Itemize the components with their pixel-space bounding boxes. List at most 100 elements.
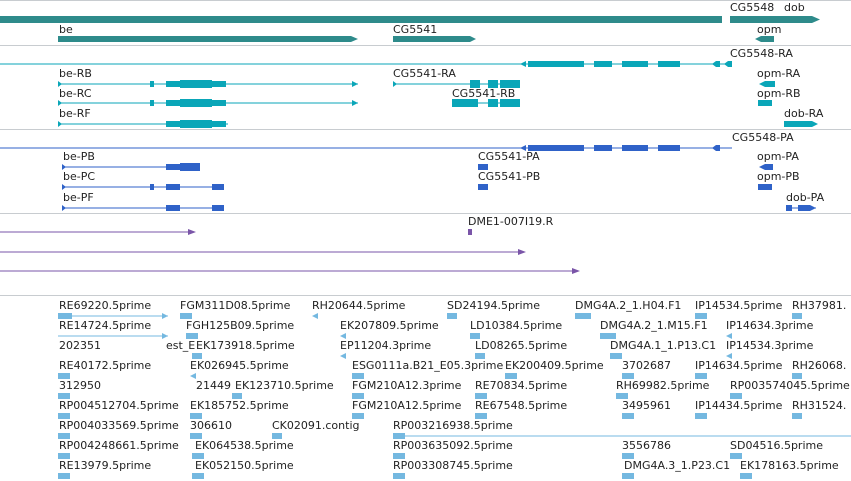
- transcript-label[interactable]: be-PC: [63, 170, 96, 183]
- est-label[interactable]: EK026945.5prime: [190, 359, 289, 372]
- exon[interactable]: [520, 61, 526, 67]
- exon[interactable]: [212, 100, 226, 106]
- est-alignment[interactable]: [58, 453, 70, 459]
- exon[interactable]: [786, 205, 792, 211]
- est-alignment[interactable]: [162, 333, 168, 339]
- exon[interactable]: [712, 61, 720, 67]
- est-alignment[interactable]: [393, 433, 405, 439]
- est-alignment[interactable]: [470, 333, 480, 339]
- exon[interactable]: [500, 99, 520, 107]
- est-alignment[interactable]: [162, 313, 168, 319]
- est-alignment[interactable]: [58, 413, 70, 419]
- gene-glyph[interactable]: [393, 36, 470, 42]
- est-alignment[interactable]: [695, 373, 707, 379]
- gene-glyph[interactable]: [730, 16, 820, 23]
- exon[interactable]: [784, 121, 812, 127]
- transcript-label[interactable]: be-PB: [63, 150, 95, 163]
- exon[interactable]: [658, 61, 680, 67]
- est-label[interactable]: CK02091.contig: [272, 419, 360, 432]
- exon[interactable]: [594, 61, 612, 67]
- est-alignment[interactable]: [192, 473, 204, 479]
- cdna-alignment[interactable]: [468, 229, 472, 235]
- est-label[interactable]: FGM311D08.5prime: [180, 299, 291, 312]
- exon[interactable]: [166, 205, 180, 211]
- exon[interactable]: [622, 61, 648, 67]
- est-alignment[interactable]: [58, 473, 70, 479]
- gene-glyph[interactable]: [755, 36, 761, 42]
- exon[interactable]: [166, 164, 180, 170]
- exon[interactable]: [528, 145, 584, 151]
- est-alignment[interactable]: [622, 413, 634, 419]
- est-alignment[interactable]: [616, 393, 628, 399]
- est-alignment[interactable]: [186, 333, 198, 339]
- exon[interactable]: [180, 163, 200, 171]
- est-alignment[interactable]: [192, 453, 204, 459]
- est-label[interactable]: DMG4A.3_1.P23.C1: [624, 459, 731, 472]
- gene-glyph[interactable]: [58, 36, 351, 42]
- est-label[interactable]: ESG0111a.B21_E05.3prime: [352, 359, 504, 372]
- exon[interactable]: [150, 184, 154, 190]
- gene-label[interactable]: dob: [784, 1, 805, 14]
- est-label[interactable]: 306610: [190, 419, 232, 432]
- est-alignment[interactable]: [352, 373, 364, 379]
- gene-label[interactable]: CG5548: [730, 1, 775, 14]
- est-label[interactable]: IP14434.5prime: [695, 399, 783, 412]
- exon[interactable]: [712, 145, 720, 151]
- exon[interactable]: [150, 100, 154, 106]
- est-alignment[interactable]: [192, 353, 202, 359]
- est-alignment[interactable]: [312, 313, 318, 319]
- est-alignment[interactable]: [190, 413, 202, 419]
- est-alignment[interactable]: [58, 393, 70, 399]
- transcript-label[interactable]: dob-PA: [786, 191, 825, 204]
- exon[interactable]: [150, 81, 154, 87]
- exon[interactable]: [212, 205, 224, 211]
- est-alignment[interactable]: [730, 393, 742, 399]
- est-label[interactable]: IP14534.5prime: [695, 299, 783, 312]
- est-alignment[interactable]: [695, 413, 707, 419]
- exon[interactable]: [758, 100, 772, 106]
- exon[interactable]: [478, 164, 488, 170]
- transcript-label[interactable]: opm-PB: [757, 170, 800, 183]
- exon[interactable]: [166, 81, 180, 87]
- est-label[interactable]: RH69982.5prime: [616, 379, 710, 392]
- exon[interactable]: [520, 145, 526, 151]
- est-label[interactable]: est_E: [166, 339, 196, 352]
- est-alignment[interactable]: [475, 413, 487, 419]
- transcript-label[interactable]: opm-PA: [757, 150, 799, 163]
- est-label[interactable]: DMG4A.2_1.H04.F1: [575, 299, 682, 312]
- est-label[interactable]: RH26068.: [792, 359, 847, 372]
- gene-label[interactable]: opm: [757, 23, 782, 36]
- est-alignment[interactable]: [352, 413, 364, 419]
- exon[interactable]: [798, 205, 810, 211]
- exon[interactable]: [166, 121, 180, 127]
- est-alignment[interactable]: [475, 393, 487, 399]
- est-label[interactable]: RH31524.: [792, 399, 847, 412]
- est-alignment[interactable]: [792, 313, 802, 319]
- gene-label[interactable]: be: [59, 23, 73, 36]
- gene-glyph[interactable]: [470, 36, 476, 42]
- est-label[interactable]: FGM210A12.3prime: [352, 379, 462, 392]
- exon[interactable]: [180, 120, 212, 128]
- est-alignment[interactable]: [610, 353, 622, 359]
- est-label[interactable]: 312950: [59, 379, 101, 392]
- exon[interactable]: [62, 205, 66, 211]
- est-label[interactable]: RP003308745.5prime: [393, 459, 513, 472]
- est-label[interactable]: 21449: [196, 379, 231, 392]
- transcript-label[interactable]: be-RC: [59, 87, 92, 100]
- est-label[interactable]: RE70834.5prime: [475, 379, 568, 392]
- est-alignment[interactable]: [622, 473, 634, 479]
- est-alignment[interactable]: [695, 313, 707, 319]
- est-alignment[interactable]: [340, 333, 346, 339]
- transcript-label[interactable]: be-RF: [59, 107, 91, 120]
- transcript-label[interactable]: CG5541-PB: [478, 170, 541, 183]
- est-label[interactable]: 202351: [59, 339, 101, 352]
- cdna-alignment[interactable]: [572, 268, 580, 274]
- est-alignment[interactable]: [180, 313, 192, 319]
- exon[interactable]: [488, 80, 498, 88]
- est-label[interactable]: EK178163.5prime: [740, 459, 839, 472]
- exon[interactable]: [180, 80, 212, 88]
- cdna-alignment[interactable]: [518, 249, 526, 255]
- exon[interactable]: [62, 164, 66, 170]
- transcript-label[interactable]: CG5541-RB: [452, 87, 516, 100]
- est-label[interactable]: RE13979.5prime: [59, 459, 152, 472]
